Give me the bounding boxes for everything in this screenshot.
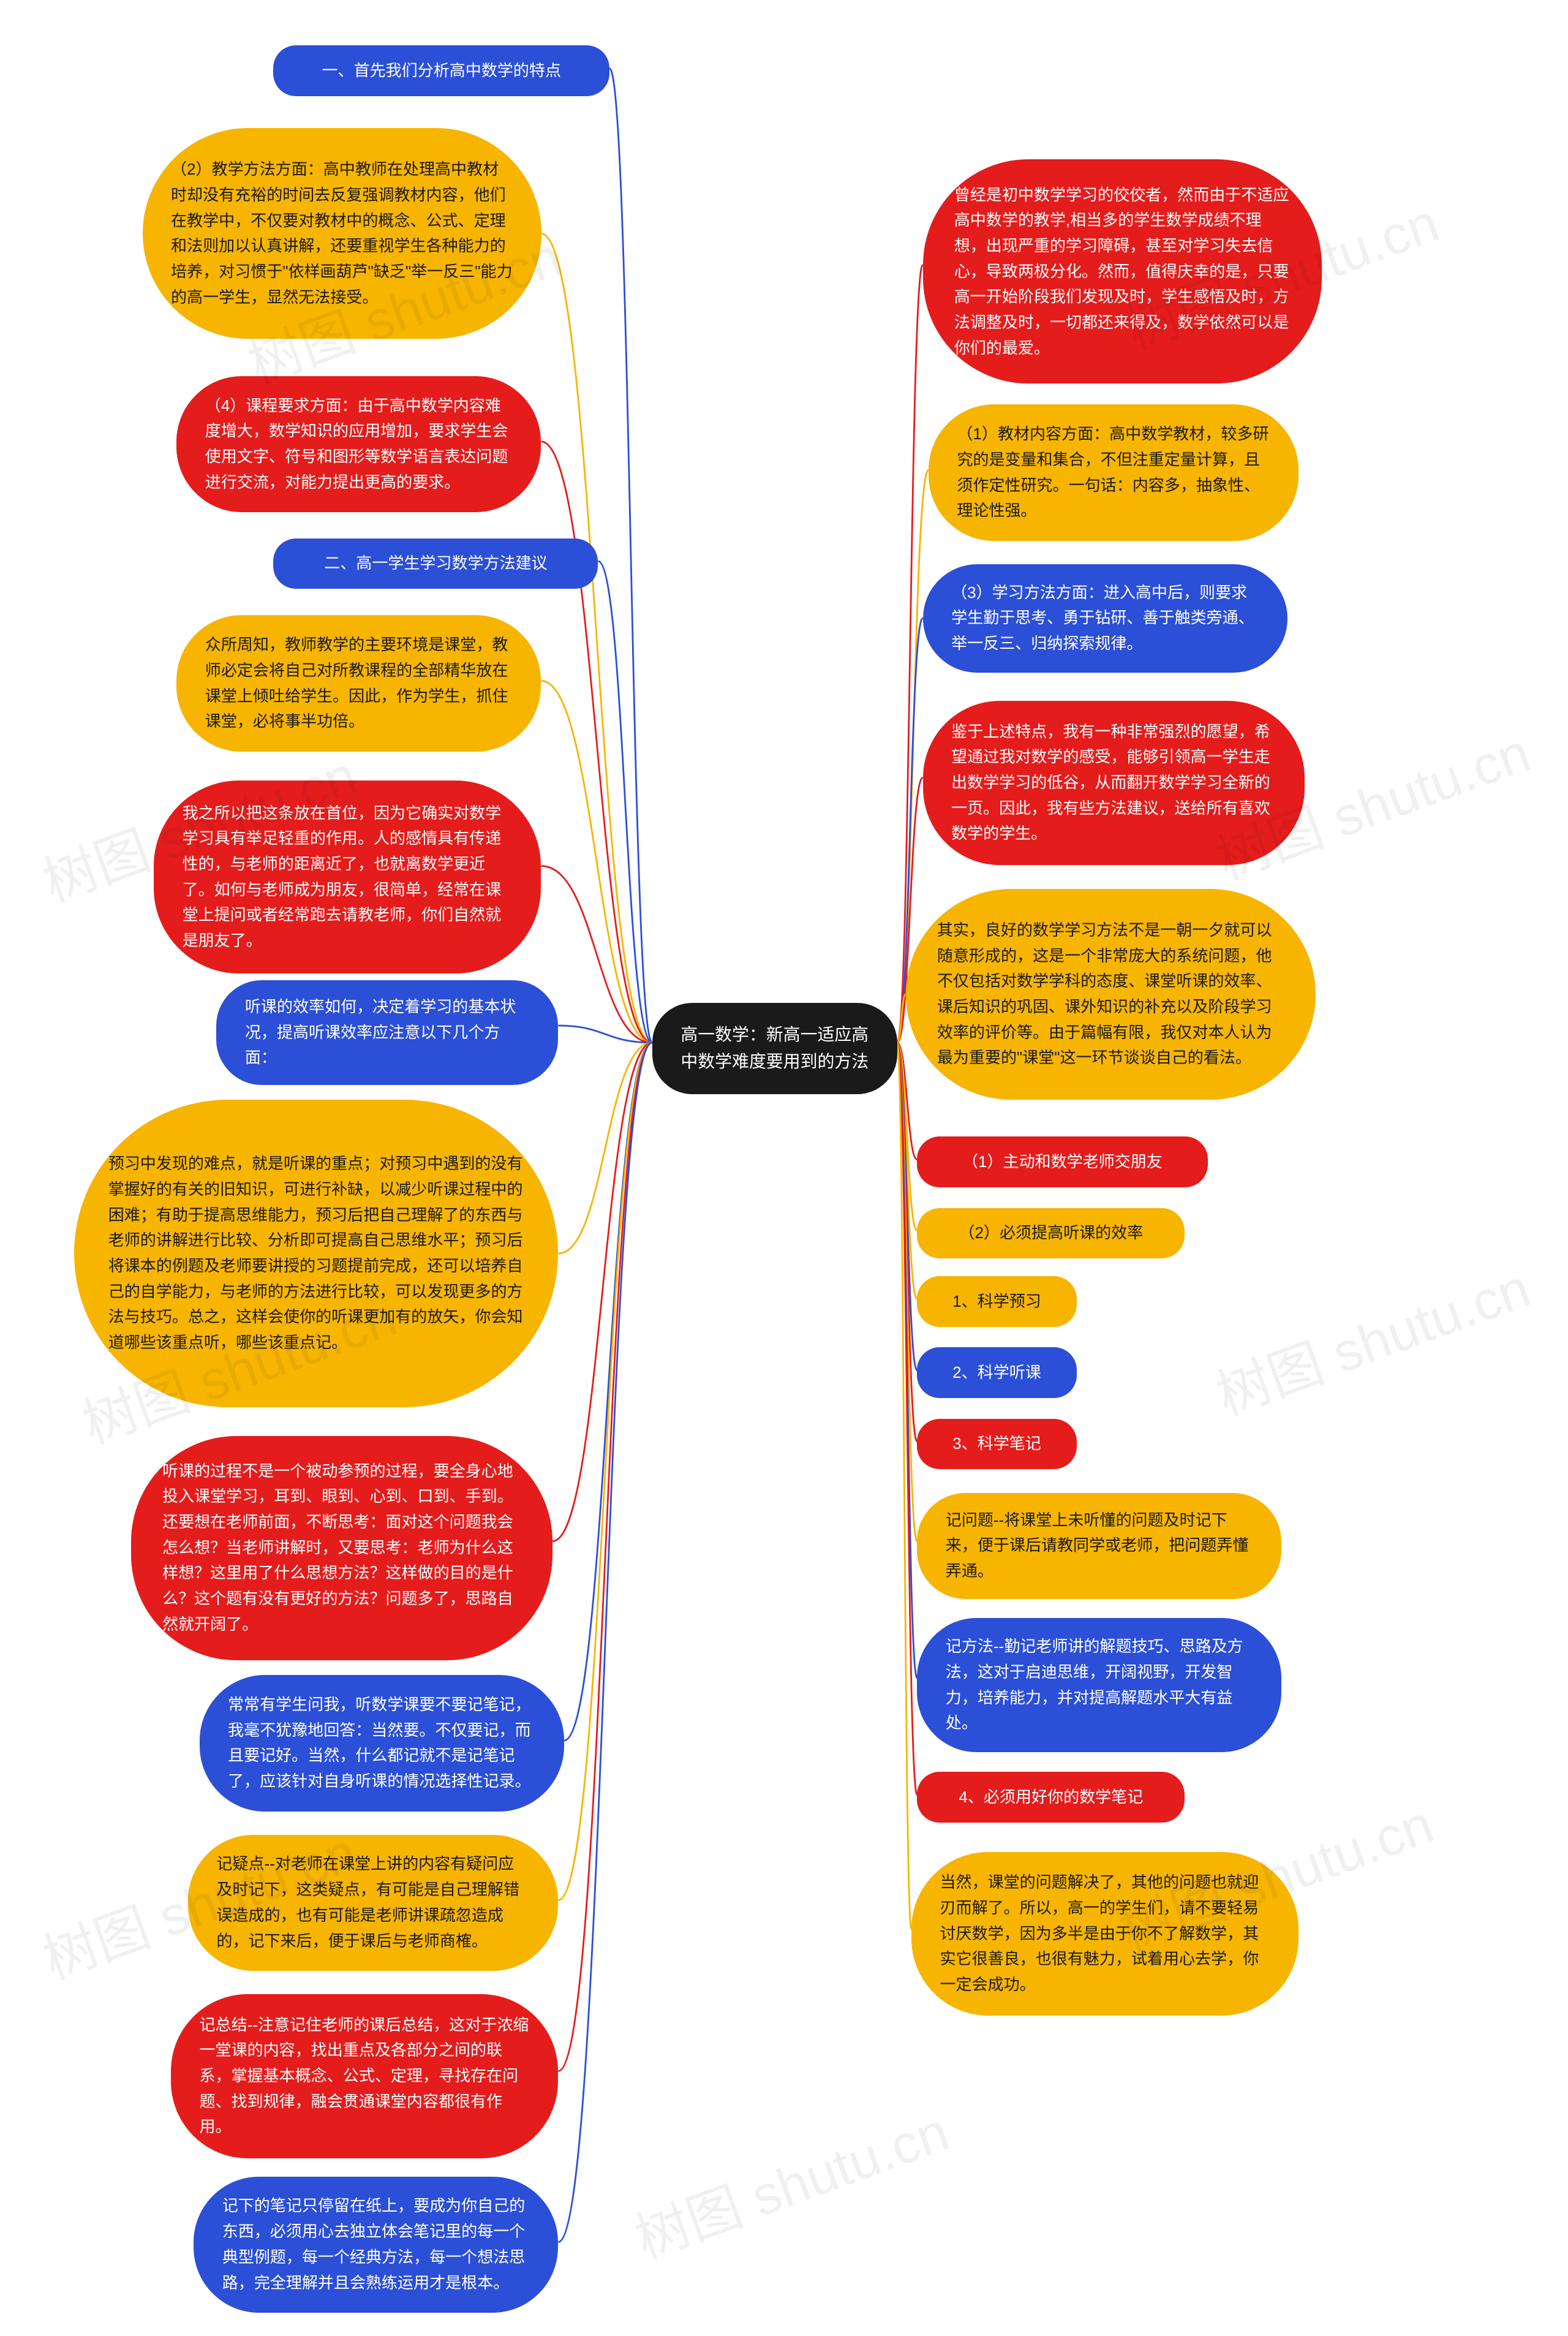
- mindmap-node-text: 二、高一学生学习数学方法建议: [324, 551, 547, 576]
- mindmap-node: （2）必须提高听课的效率: [917, 1208, 1185, 1259]
- mindmap-node: （2）教学方法方面：高中教师在处理高中教材时却没有充裕的时间去反复强调教材内容，…: [143, 128, 541, 339]
- mindmap-node: （3）学习方法方面：进入高中后，则要求学生勤于思考、勇于钻研、善于触类旁通、举一…: [923, 564, 1287, 673]
- center-node-text: 高一数学：新高一适应高中数学难度要用到的方法: [677, 1021, 873, 1076]
- mindmap-edge: [897, 265, 923, 1042]
- mindmap-node: （1）教材内容方面：高中数学教材，较多研究的是变量和集合，不但注重定量计算，且须…: [929, 404, 1299, 540]
- mindmap-node-text: 鉴于上述特点，我有一种非常强烈的愿望，希望通过我对数学的感受，能够引领高一学生走…: [951, 719, 1276, 847]
- mindmap-node: 听课的效率如何，决定着学习的基本状况，提高听课效率应注意以下几个方面：: [216, 980, 558, 1086]
- mindmap-node: （4）课程要求方面：由于高中数学内容难度增大，数学知识的应用增加，要求学生会使用…: [176, 376, 541, 512]
- mindmap-node: 我之所以把这条放在首位，因为它确实对数学学习具有举足轻重的作用。人的感情具有传递…: [154, 781, 541, 973]
- mindmap-node-text: 曾经是初中数学学习的佼佼者，然而由于不适应高中数学的教学,相当多的学生数学成绩不…: [954, 183, 1291, 361]
- mindmap-node-text: 记下的笔记只停留在纸上，要成为你自己的东西，必须用心去独立体会笔记里的每一个典型…: [222, 2193, 530, 2296]
- mindmap-node: 记问题--将课堂上未听懂的问题及时记下来，便于课后请教同学或老师，把问题弄懂弄通…: [917, 1493, 1281, 1599]
- mindmap-node-text: 2、科学听课: [952, 1360, 1041, 1386]
- mindmap-node-text: 一、首先我们分析高中数学的特点: [322, 58, 561, 84]
- mindmap-node: 3、科学笔记: [917, 1419, 1076, 1470]
- mindmap-node: 其实，良好的数学学习方法不是一朝一夕就可以随意形成的，这是一个非常庞大的系统问题…: [906, 889, 1316, 1100]
- mindmap-node-text: 众所周知，教师教学的主要环境是课堂，教师必定会将自己对所教课程的全部精华放在课堂…: [205, 632, 513, 735]
- mindmap-edge: [541, 233, 652, 1043]
- mindmap-node: 2、科学听课: [917, 1347, 1076, 1398]
- mindmap-node: 曾经是初中数学学习的佼佼者，然而由于不适应高中数学的教学,相当多的学生数学成绩不…: [923, 159, 1322, 384]
- mindmap-edge: [552, 1043, 652, 1541]
- mindmap-node-text: 4、必须用好你的数学笔记: [959, 1785, 1143, 1810]
- mindmap-node: 记下的笔记只停留在纸上，要成为你自己的东西，必须用心去独立体会笔记里的每一个典型…: [194, 2177, 558, 2313]
- mindmap-edge: [558, 1043, 652, 1253]
- mindmap-node-text: （4）课程要求方面：由于高中数学内容难度增大，数学知识的应用增加，要求学生会使用…: [205, 393, 513, 496]
- watermark: 树图 shutu.cn: [623, 2088, 957, 2274]
- mindmap-edge: [897, 1043, 918, 1231]
- mindmap-edge: [897, 1043, 918, 1678]
- mindmap-edge: [897, 1043, 918, 1160]
- mindmap-node: 记方法--勤记老师讲的解题技巧、思路及方法，这对于启迪思维，开阔视野，开发智力，…: [917, 1618, 1281, 1752]
- mindmap-node: 常常有学生问我，听数学课要不要记笔记，我毫不犹豫地回答：当然要。不仅要记，而且要…: [200, 1675, 564, 1811]
- mindmap-node: 鉴于上述特点，我有一种非常强烈的愿望，希望通过我对数学的感受，能够引领高一学生走…: [923, 701, 1305, 865]
- mindmap-edge: [558, 1043, 652, 2071]
- mindmap-edge: [897, 1043, 911, 1929]
- mindmap-edge: [897, 1043, 918, 1299]
- mindmap-node-text: 1、科学预习: [952, 1289, 1041, 1315]
- mindmap-edge: [598, 561, 652, 1043]
- mindmap-node-text: 我之所以把这条放在首位，因为它确实对数学学习具有举足轻重的作用。人的感情具有传递…: [183, 801, 513, 954]
- center-node: 高一数学：新高一适应高中数学难度要用到的方法: [652, 1003, 897, 1094]
- mindmap-node: 记疑点--对老师在课堂上讲的内容有疑问应及时记下，这类疑点，有可能是自己理解错误…: [188, 1835, 559, 1971]
- mindmap-node: 1、科学预习: [917, 1276, 1076, 1327]
- mindmap-edge: [897, 994, 906, 1043]
- mindmap-edge: [897, 1043, 918, 1370]
- mindmap-edge: [558, 1026, 652, 1043]
- mindmap-node: 听课的过程不是一个被动参预的过程，要全身心地投入课堂学习，耳到、眼到、心到、口到…: [131, 1436, 552, 1660]
- mindmap-node: 记总结--注意记住老师的课后总结，这对于浓缩一堂课的内容，找出重点及各部分之间的…: [171, 1994, 558, 2158]
- mindmap-node-text: 记方法--勤记老师讲的解题技巧、思路及方法，这对于启迪思维，开阔视野，开发智力，…: [946, 1634, 1253, 1736]
- mindmap-node-text: 听课的过程不是一个被动参预的过程，要全身心地投入课堂学习，耳到、眼到、心到、口到…: [162, 1459, 521, 1638]
- mindmap-node-text: 常常有学生问我，听数学课要不要记笔记，我毫不犹豫地回答：当然要。不仅要记，而且要…: [228, 1692, 535, 1794]
- mindmap-node: （1）主动和数学老师交朋友: [917, 1136, 1207, 1187]
- mindmap-node: 众所周知，教师教学的主要环境是课堂，教师必定会将自己对所教课程的全部精华放在课堂…: [176, 615, 541, 751]
- mindmap-node-text: 听课的效率如何，决定着学习的基本状况，提高听课效率应注意以下几个方面：: [245, 994, 530, 1071]
- mindmap-node-text: （1）教材内容方面：高中数学教材，较多研究的是变量和集合，不但注重定量计算，且须…: [957, 421, 1270, 524]
- mindmap-edge: [541, 442, 652, 1043]
- mindmap-node-text: 记疑点--对老师在课堂上讲的内容有疑问应及时记下，这类疑点，有可能是自己理解错误…: [216, 1851, 530, 1954]
- mindmap-edge: [897, 1043, 918, 1442]
- mindmap-edge: [897, 1043, 918, 1541]
- mindmap-node: 预习中发现的难点，就是听课的重点；对预习中遇到的没有掌握好的有关的旧知识，可进行…: [74, 1100, 559, 1407]
- mindmap-edge: [609, 69, 652, 1043]
- mindmap-node: 4、必须用好你的数学笔记: [917, 1772, 1185, 1823]
- mindmap-node-text: 记总结--注意记住老师的课后总结，这对于浓缩一堂课的内容，找出重点及各部分之间的…: [200, 2013, 530, 2140]
- mindmap-edge: [564, 1043, 652, 1741]
- mindmap-node-text: 当然，课堂的问题解决了，其他的问题也就迎刃而解了。所以，高一的学生们，请不要轻易…: [940, 1870, 1270, 1997]
- mindmap-node-text: 预习中发现的难点，就是听课的重点；对预习中遇到的没有掌握好的有关的旧知识，可进行…: [108, 1151, 524, 1355]
- mindmap-edge: [541, 681, 652, 1043]
- watermark: 树图 shutu.cn: [1204, 1245, 1539, 1431]
- mindmap-node-text: 其实，良好的数学学习方法不是一朝一夕就可以随意形成的，这是一个非常庞大的系统问题…: [937, 918, 1284, 1071]
- mindmap-node-text: （2）教学方法方面：高中教师在处理高中教材时却没有充裕的时间去反复强调教材内容，…: [171, 157, 513, 310]
- mindmap-node-text: （3）学习方法方面：进入高中后，则要求学生勤于思考、勇于钻研、善于触类旁通、举一…: [951, 580, 1259, 657]
- mindmap-node-text: 记问题--将课堂上未听懂的问题及时记下来，便于课后请教同学或老师，把问题弄懂弄通…: [946, 1508, 1253, 1584]
- mindmap-edge: [558, 1043, 652, 1900]
- mindmap-edge: [558, 1043, 652, 2242]
- mindmap-node: 当然，课堂的问题解决了，其他的问题也就迎刃而解了。所以，高一的学生们，请不要轻易…: [911, 1852, 1298, 2016]
- mindmap-edge: [897, 1043, 918, 1795]
- mindmap-node-text: （1）主动和数学老师交朋友: [962, 1149, 1163, 1175]
- mindmap-node-text: （2）必须提高听课的效率: [959, 1220, 1143, 1246]
- mindmap-node: 一、首先我们分析高中数学的特点: [273, 45, 609, 96]
- mindmap-node-text: 3、科学笔记: [952, 1431, 1041, 1457]
- mindmap-edge: [541, 866, 652, 1043]
- mindmap-node: 二、高一学生学习数学方法建议: [273, 539, 598, 589]
